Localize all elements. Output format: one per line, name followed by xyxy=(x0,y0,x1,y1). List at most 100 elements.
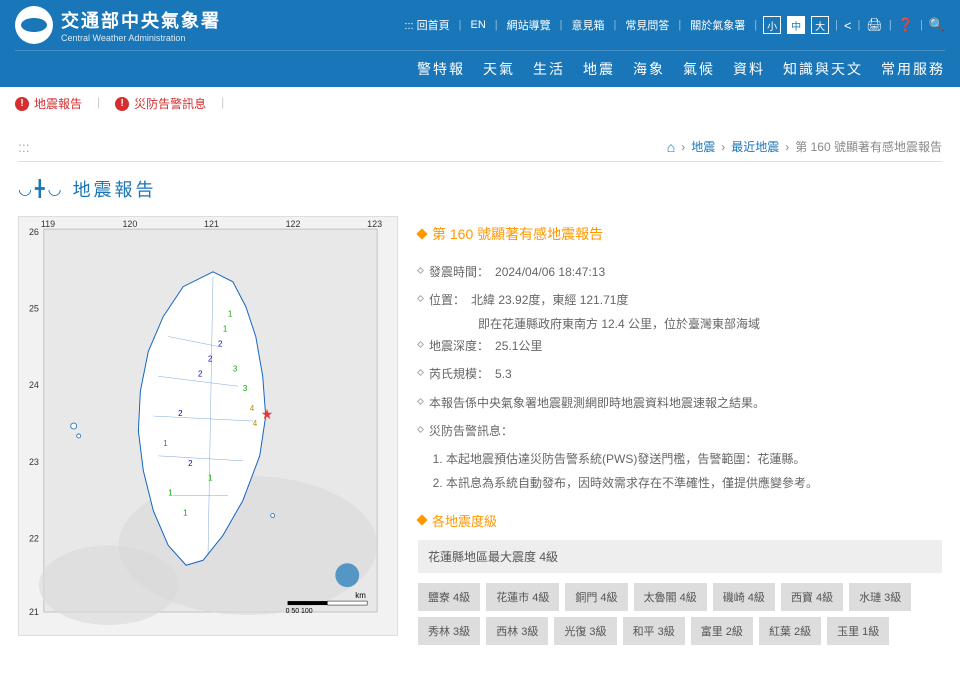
font-mid-button[interactable]: 中 xyxy=(787,16,805,34)
font-small-button[interactable]: 小 xyxy=(763,16,781,34)
svg-text:4: 4 xyxy=(250,404,255,413)
pws-label: 災防告警訊息： xyxy=(429,421,513,441)
svg-text:2: 2 xyxy=(188,459,193,468)
help-icon[interactable]: ❓ xyxy=(898,17,914,33)
nav-marine[interactable]: 海象 xyxy=(633,59,665,79)
diamond-icon xyxy=(416,515,427,526)
bullet-icon xyxy=(417,267,424,274)
svg-text:1: 1 xyxy=(168,489,173,498)
svg-text:1: 1 xyxy=(223,325,228,334)
link-about[interactable]: 關於氣象署 xyxy=(687,15,748,35)
logo-icon xyxy=(15,6,53,44)
org-name-zh: 交通部中央氣象署 xyxy=(61,7,221,33)
alert-bar: ! 地震報告 | ! 災防告警訊息 | xyxy=(0,87,960,120)
location-value: 北緯 23.92度，東經 121.71度 xyxy=(471,290,628,310)
site-logo[interactable]: 交通部中央氣象署 Central Weather Administration xyxy=(15,6,221,44)
alert-pws[interactable]: ! 災防告警訊息 xyxy=(115,95,206,112)
nav-weather[interactable]: 天氣 xyxy=(483,59,515,79)
home-icon[interactable]: ⌂ xyxy=(667,139,675,155)
link-en[interactable]: EN xyxy=(468,17,489,33)
svg-text:123: 123 xyxy=(367,219,382,229)
intensity-chip[interactable]: 花蓮市 4級 xyxy=(486,583,559,611)
link-feedback[interactable]: 意見箱 xyxy=(569,15,608,35)
svg-text:3: 3 xyxy=(243,384,248,393)
report-title: 第 160 號顯著有感地震報告 xyxy=(418,216,942,258)
search-icon[interactable]: 🔍 xyxy=(929,17,945,33)
time-value: 2024/04/06 18:47:13 xyxy=(495,262,605,282)
magnitude-value: 5.3 xyxy=(495,364,512,384)
svg-text:122: 122 xyxy=(286,219,301,229)
bullet-icon xyxy=(417,341,424,348)
top-header: 交通部中央氣象署 Central Weather Administration … xyxy=(0,0,960,87)
intensity-chip[interactable]: 紅葉 2級 xyxy=(759,617,821,645)
svg-text:25: 25 xyxy=(29,304,39,314)
svg-text:21: 21 xyxy=(29,607,39,617)
intensity-chip[interactable]: 水璉 3級 xyxy=(849,583,911,611)
page-title: 地震報告 xyxy=(73,176,157,202)
page-title-row: ◡╋◡ 地震報告 xyxy=(18,162,942,216)
intensity-chip[interactable]: 玉里 1級 xyxy=(827,617,889,645)
earthquake-map[interactable]: 11 22 23 34 42 12 11 1 ★ 119 120 xyxy=(18,216,398,636)
time-label: 發震時間： xyxy=(429,262,489,282)
svg-text:4: 4 xyxy=(253,419,258,428)
pws-item: 本起地震預估達災防告警系統(PWS)發送門檻，告警範圍：花蓮縣。 xyxy=(446,448,942,471)
nav-data[interactable]: 資料 xyxy=(733,59,765,79)
crumb-earthquake[interactable]: 地震 xyxy=(691,138,715,155)
utility-nav: ::: 回首頁| EN| 網站導覽| 意見箱| 常見問答| 關於氣象署| 小 中… xyxy=(401,15,945,35)
diamond-icon xyxy=(416,228,427,239)
alert-label: 地震報告 xyxy=(34,95,82,112)
nav-services[interactable]: 常用服務 xyxy=(881,59,945,79)
print-icon[interactable]: 🖨 xyxy=(866,17,883,33)
nav-earthquake[interactable]: 地震 xyxy=(583,59,615,79)
svg-text:0 50 100: 0 50 100 xyxy=(286,608,313,615)
alert-earthquake[interactable]: ! 地震報告 xyxy=(15,95,82,112)
svg-text:2: 2 xyxy=(218,339,223,348)
svg-text:22: 22 xyxy=(29,533,39,543)
main-content: ::: ⌂ › 地震 › 最近地震 › 第 160 號顯著有感地震報告 ◡╋◡ … xyxy=(0,120,960,675)
intensity-chip[interactable]: 磯崎 4級 xyxy=(713,583,775,611)
bullet-icon xyxy=(417,369,424,376)
font-large-button[interactable]: 大 xyxy=(811,16,829,34)
nav-climate[interactable]: 氣候 xyxy=(683,59,715,79)
pws-list: 本起地震預估達災防告警系統(PWS)發送門檻，告警範圍：花蓮縣。 本訊息為系統自… xyxy=(418,448,942,494)
link-home[interactable]: ::: 回首頁 xyxy=(401,15,452,35)
pulse-icon: ◡╋◡ xyxy=(18,179,65,199)
svg-text:120: 120 xyxy=(122,219,137,229)
nav-life[interactable]: 生活 xyxy=(533,59,565,79)
nav-warning[interactable]: 警特報 xyxy=(417,59,465,79)
depth-value: 25.1公里 xyxy=(495,336,542,356)
svg-text:1: 1 xyxy=(183,509,188,518)
region-max-intensity[interactable]: 花蓮縣地區最大震度 4級 xyxy=(418,540,942,573)
intensity-chip-grid: 鹽寮 4級 花蓮市 4級 銅門 4級 太魯閣 4級 磯崎 4級 西寶 4級 水璉… xyxy=(418,583,942,645)
intensity-chip[interactable]: 銅門 4級 xyxy=(565,583,627,611)
nav-knowledge[interactable]: 知識與天文 xyxy=(783,59,863,79)
intensity-chip[interactable]: 西林 3級 xyxy=(486,617,548,645)
intensity-chip[interactable]: 和平 3級 xyxy=(623,617,685,645)
report-note: 本報告係中央氣象署地震觀測網即時地震資料地震速報之結果。 xyxy=(429,393,765,413)
drag-icon: ::: xyxy=(18,139,30,155)
share-icon[interactable]: < xyxy=(844,18,852,33)
intensity-chip[interactable]: 鹽寮 4級 xyxy=(418,583,480,611)
org-name-en: Central Weather Administration xyxy=(61,33,221,43)
bullet-icon xyxy=(417,295,424,302)
svg-text:119: 119 xyxy=(41,219,55,229)
svg-text:3: 3 xyxy=(233,364,238,373)
intensity-chip[interactable]: 西寶 4級 xyxy=(781,583,843,611)
alert-icon: ! xyxy=(115,97,129,111)
intensity-chip[interactable]: 富里 2級 xyxy=(691,617,753,645)
intensity-chip[interactable]: 太魯閣 4級 xyxy=(634,583,707,611)
alert-label: 災防告警訊息 xyxy=(134,95,206,112)
link-faq[interactable]: 常見問答 xyxy=(622,15,672,35)
svg-text:24: 24 xyxy=(29,380,39,390)
svg-text:26: 26 xyxy=(29,227,39,237)
intensity-chip[interactable]: 光復 3級 xyxy=(554,617,616,645)
crumb-current: 第 160 號顯著有感地震報告 xyxy=(795,138,942,155)
svg-text:★: ★ xyxy=(261,406,273,422)
svg-text:1: 1 xyxy=(208,474,213,483)
location-desc: 即在花蓮縣政府東南方 12.4 公里，位於臺灣東部海域 xyxy=(418,315,942,332)
intensity-chip[interactable]: 秀林 3級 xyxy=(418,617,480,645)
svg-text:2: 2 xyxy=(208,354,213,363)
link-sitemap[interactable]: 網站導覽 xyxy=(504,15,554,35)
svg-text:121: 121 xyxy=(204,219,219,229)
crumb-recent[interactable]: 最近地震 xyxy=(731,138,779,155)
